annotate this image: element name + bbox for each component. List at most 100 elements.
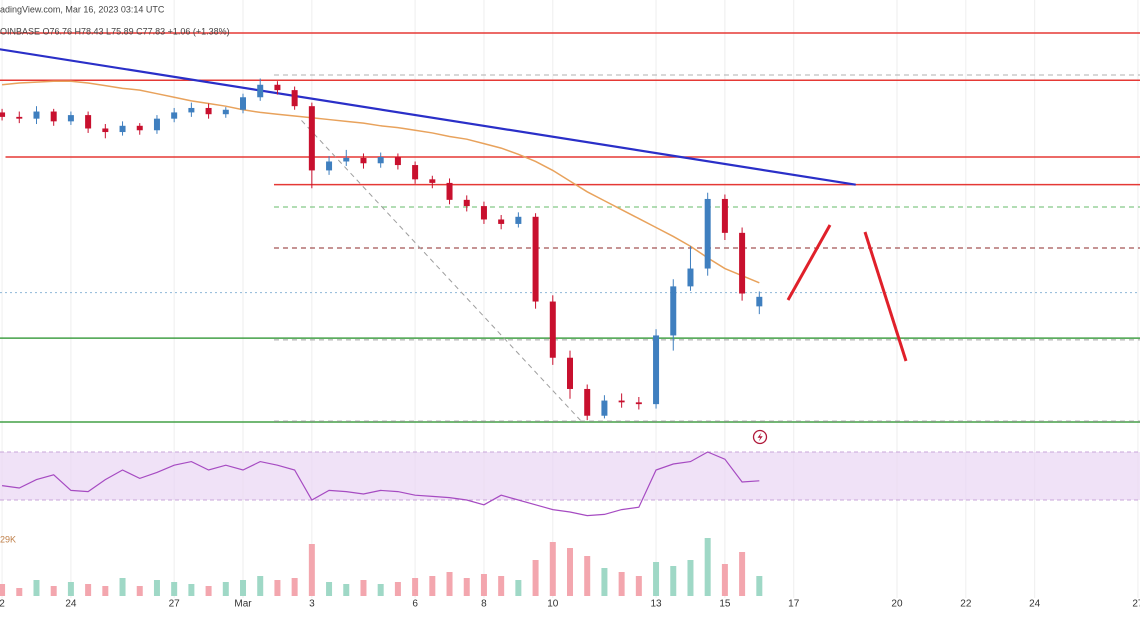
candle-body (721, 198, 728, 233)
volume-bar (50, 586, 57, 596)
volume-bar (257, 576, 264, 596)
candle-body (584, 388, 591, 416)
x-tick-label: 24 (65, 599, 77, 610)
volume-bar (153, 580, 160, 596)
volume-bar (343, 584, 350, 596)
rsi-band (0, 452, 1140, 500)
candle-body (394, 157, 401, 166)
x-tick-label: 6 (412, 599, 418, 610)
candle-body (756, 296, 763, 307)
volume-bar (567, 548, 573, 596)
x-tick-label: Mar (234, 599, 252, 610)
volume-bar (171, 582, 178, 596)
candle-body (635, 402, 642, 405)
volume-bar (704, 538, 711, 596)
volume-bar (739, 552, 746, 596)
volume-bar (498, 576, 505, 596)
x-tick-label: 15 (719, 599, 731, 610)
volume-bar (635, 576, 642, 596)
candle-body (446, 182, 453, 200)
candle-body (532, 216, 539, 302)
candle-body (85, 115, 92, 129)
candle-body (567, 357, 573, 389)
volume-bar (601, 568, 608, 596)
candle-body (102, 128, 109, 133)
trend-line (0, 48, 856, 186)
candle-body (618, 400, 625, 403)
candle-body (343, 157, 350, 162)
candle-body (222, 109, 229, 115)
candle-body (119, 125, 126, 133)
volume-bar (515, 580, 522, 596)
volume-bar (532, 560, 539, 596)
candle-body (205, 107, 212, 115)
volume-bar (188, 584, 195, 596)
x-tick-label: 10 (547, 599, 559, 610)
volume-bar (446, 572, 453, 596)
symbol-info: OINBASE O76.76 H78.43 L75.89 C77.83 +1.0… (0, 26, 230, 36)
candle-body (739, 232, 746, 294)
candle-body (291, 90, 298, 107)
volume-bar (205, 586, 212, 596)
volume-bar (16, 588, 23, 596)
volume-bar (618, 572, 625, 596)
volume-bar (222, 582, 229, 596)
x-tick-label: 13 (650, 599, 662, 610)
candle-body (670, 286, 677, 336)
x-tick-label: 27 (1132, 599, 1140, 610)
candle-body (16, 116, 23, 119)
volume-bar (308, 544, 315, 596)
volume-bar (102, 586, 109, 596)
candle-body (687, 268, 694, 287)
candle-body (412, 165, 419, 180)
candle-body (377, 157, 384, 164)
candle-body (274, 84, 281, 91)
x-tick-label: 8 (481, 599, 487, 610)
volume-bar (136, 586, 143, 596)
rsi-pane (0, 451, 1140, 517)
volume-bar (412, 578, 419, 596)
candle-body (33, 111, 40, 119)
volume-bar (756, 576, 763, 596)
volume-bar (670, 566, 677, 596)
volume-bar (377, 584, 384, 596)
volume-bar (429, 576, 436, 596)
volume-bar (463, 578, 470, 596)
x-tick-label: 3 (309, 599, 315, 610)
volume-bar (721, 564, 728, 596)
candle-body (153, 118, 160, 131)
volume-bar (480, 574, 487, 596)
candle-body (429, 179, 436, 183)
volume-bar (119, 578, 126, 596)
candle-body (240, 97, 247, 110)
volume-bar (394, 582, 401, 596)
volume-bar (687, 560, 694, 596)
volume-bar (240, 580, 247, 596)
volume-bar (33, 580, 40, 596)
chart-title: adingView.com, Mar 16, 2023 03:14 UTC (0, 4, 165, 14)
volume-bar (360, 580, 367, 596)
volume-bar (0, 584, 6, 596)
candle-body (171, 112, 178, 119)
forecast-down (863, 231, 908, 362)
candle-body (136, 125, 143, 131)
candle-body (50, 111, 57, 122)
x-tick-label: 24 (1029, 599, 1041, 610)
volume-bar (584, 556, 591, 596)
forecast-up (786, 224, 832, 301)
candle-body (704, 198, 711, 269)
price-pane (0, 32, 1140, 423)
candle-body (257, 84, 264, 98)
x-tick-label: 2 (0, 599, 5, 610)
candle-body (67, 115, 74, 122)
candle-body (601, 400, 608, 416)
candle-body (308, 106, 315, 171)
candle-body (480, 206, 487, 220)
candle-body (326, 161, 333, 171)
rsi-line (1, 451, 760, 517)
candle-body (653, 335, 660, 405)
candle-body (498, 219, 505, 224)
moving-average (1, 80, 760, 284)
